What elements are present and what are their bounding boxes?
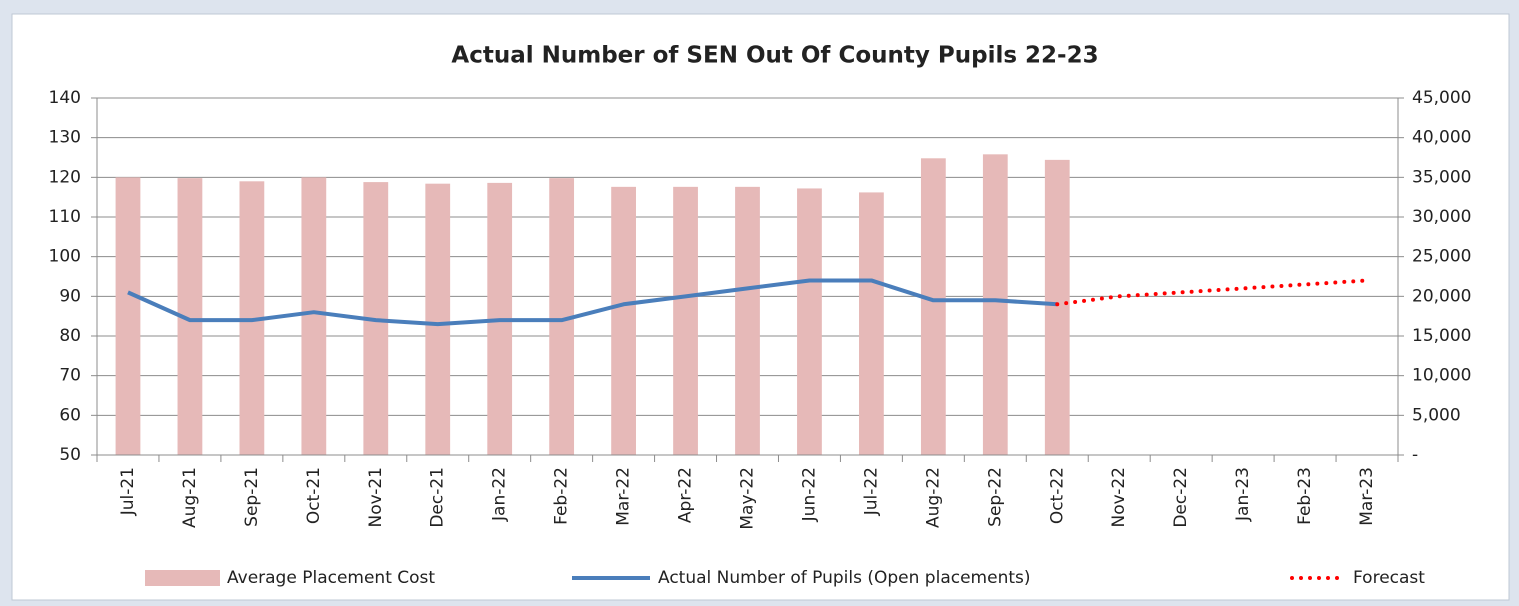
legend-label: Actual Number of Pupils (Open placements… <box>658 568 1031 588</box>
y2-tick-label: 30,000 <box>1412 207 1471 227</box>
bar <box>611 186 636 455</box>
y-tick-label: 90 <box>59 286 81 306</box>
y-tick-label: 140 <box>49 88 81 108</box>
x-tick-label: Aug-22 <box>923 467 943 528</box>
x-tick-label: Dec-22 <box>1171 467 1191 528</box>
bar <box>920 158 946 455</box>
bar <box>859 192 884 455</box>
legend-label: Average Placement Cost <box>227 568 435 588</box>
x-tick-label: Mar-23 <box>1357 467 1377 526</box>
y2-tick-label: 25,000 <box>1412 247 1471 267</box>
y2-tick-label: 20,000 <box>1412 286 1471 306</box>
line <box>127 278 1058 327</box>
y-tick-label: 120 <box>49 167 81 187</box>
bar <box>735 186 760 455</box>
bar <box>115 177 141 456</box>
y-tick-label: 80 <box>59 326 81 346</box>
legend-label: Forecast <box>1353 568 1425 588</box>
y-tick-label: 70 <box>59 366 81 386</box>
x-tick-label: Nov-21 <box>366 467 386 528</box>
x-tick-label: Jun-22 <box>799 467 819 522</box>
bar <box>301 177 327 456</box>
bar <box>1044 159 1070 455</box>
forecast-line <box>1055 278 1370 307</box>
x-tick-label: Mar-22 <box>614 467 634 526</box>
y-tick-label: 60 <box>59 405 81 425</box>
x-tick-label: Oct-22 <box>1047 467 1067 524</box>
x-tick-label: Jul-22 <box>861 467 881 516</box>
y-tick-label: 100 <box>49 247 81 267</box>
x-tick-label: Aug-21 <box>180 467 200 528</box>
x-tick-label: Apr-22 <box>676 467 696 523</box>
bar <box>673 186 698 455</box>
y-tick-label: 130 <box>49 128 81 148</box>
x-tick-label: Jan-22 <box>490 467 510 522</box>
y2-tick-label: 35,000 <box>1412 167 1471 187</box>
y2-tick-label: 40,000 <box>1412 128 1471 148</box>
x-tick-label: Sep-22 <box>985 467 1005 527</box>
y2-tick-label: - <box>1412 445 1418 465</box>
y2-tick-label: 5,000 <box>1412 405 1461 425</box>
chart-title: Actual Number of SEN Out Of County Pupil… <box>451 43 1098 69</box>
x-tick-label: Sep-21 <box>242 467 262 527</box>
y2-tick-label: 15,000 <box>1412 326 1471 346</box>
bar <box>982 154 1008 455</box>
x-tick-label: Oct-21 <box>304 467 324 524</box>
x-tick-label: Jan-23 <box>1233 467 1253 522</box>
x-tick-label: Feb-22 <box>552 467 572 525</box>
x-tick-label: Feb-23 <box>1295 467 1315 525</box>
y-tick-label: 50 <box>59 445 81 465</box>
x-tick-label: May-22 <box>738 467 758 530</box>
x-tick-label: Dec-21 <box>428 467 448 528</box>
y2-tick-label: 45,000 <box>1412 88 1471 108</box>
legend-swatch <box>145 570 220 586</box>
y2-tick-label: 10,000 <box>1412 366 1471 386</box>
chart-area <box>11 13 1510 601</box>
x-tick-label: Nov-22 <box>1109 467 1129 528</box>
bar <box>425 183 451 455</box>
x-tick-label: Jul-21 <box>118 467 138 516</box>
y-tick-label: 110 <box>49 207 81 227</box>
bar <box>797 188 822 455</box>
